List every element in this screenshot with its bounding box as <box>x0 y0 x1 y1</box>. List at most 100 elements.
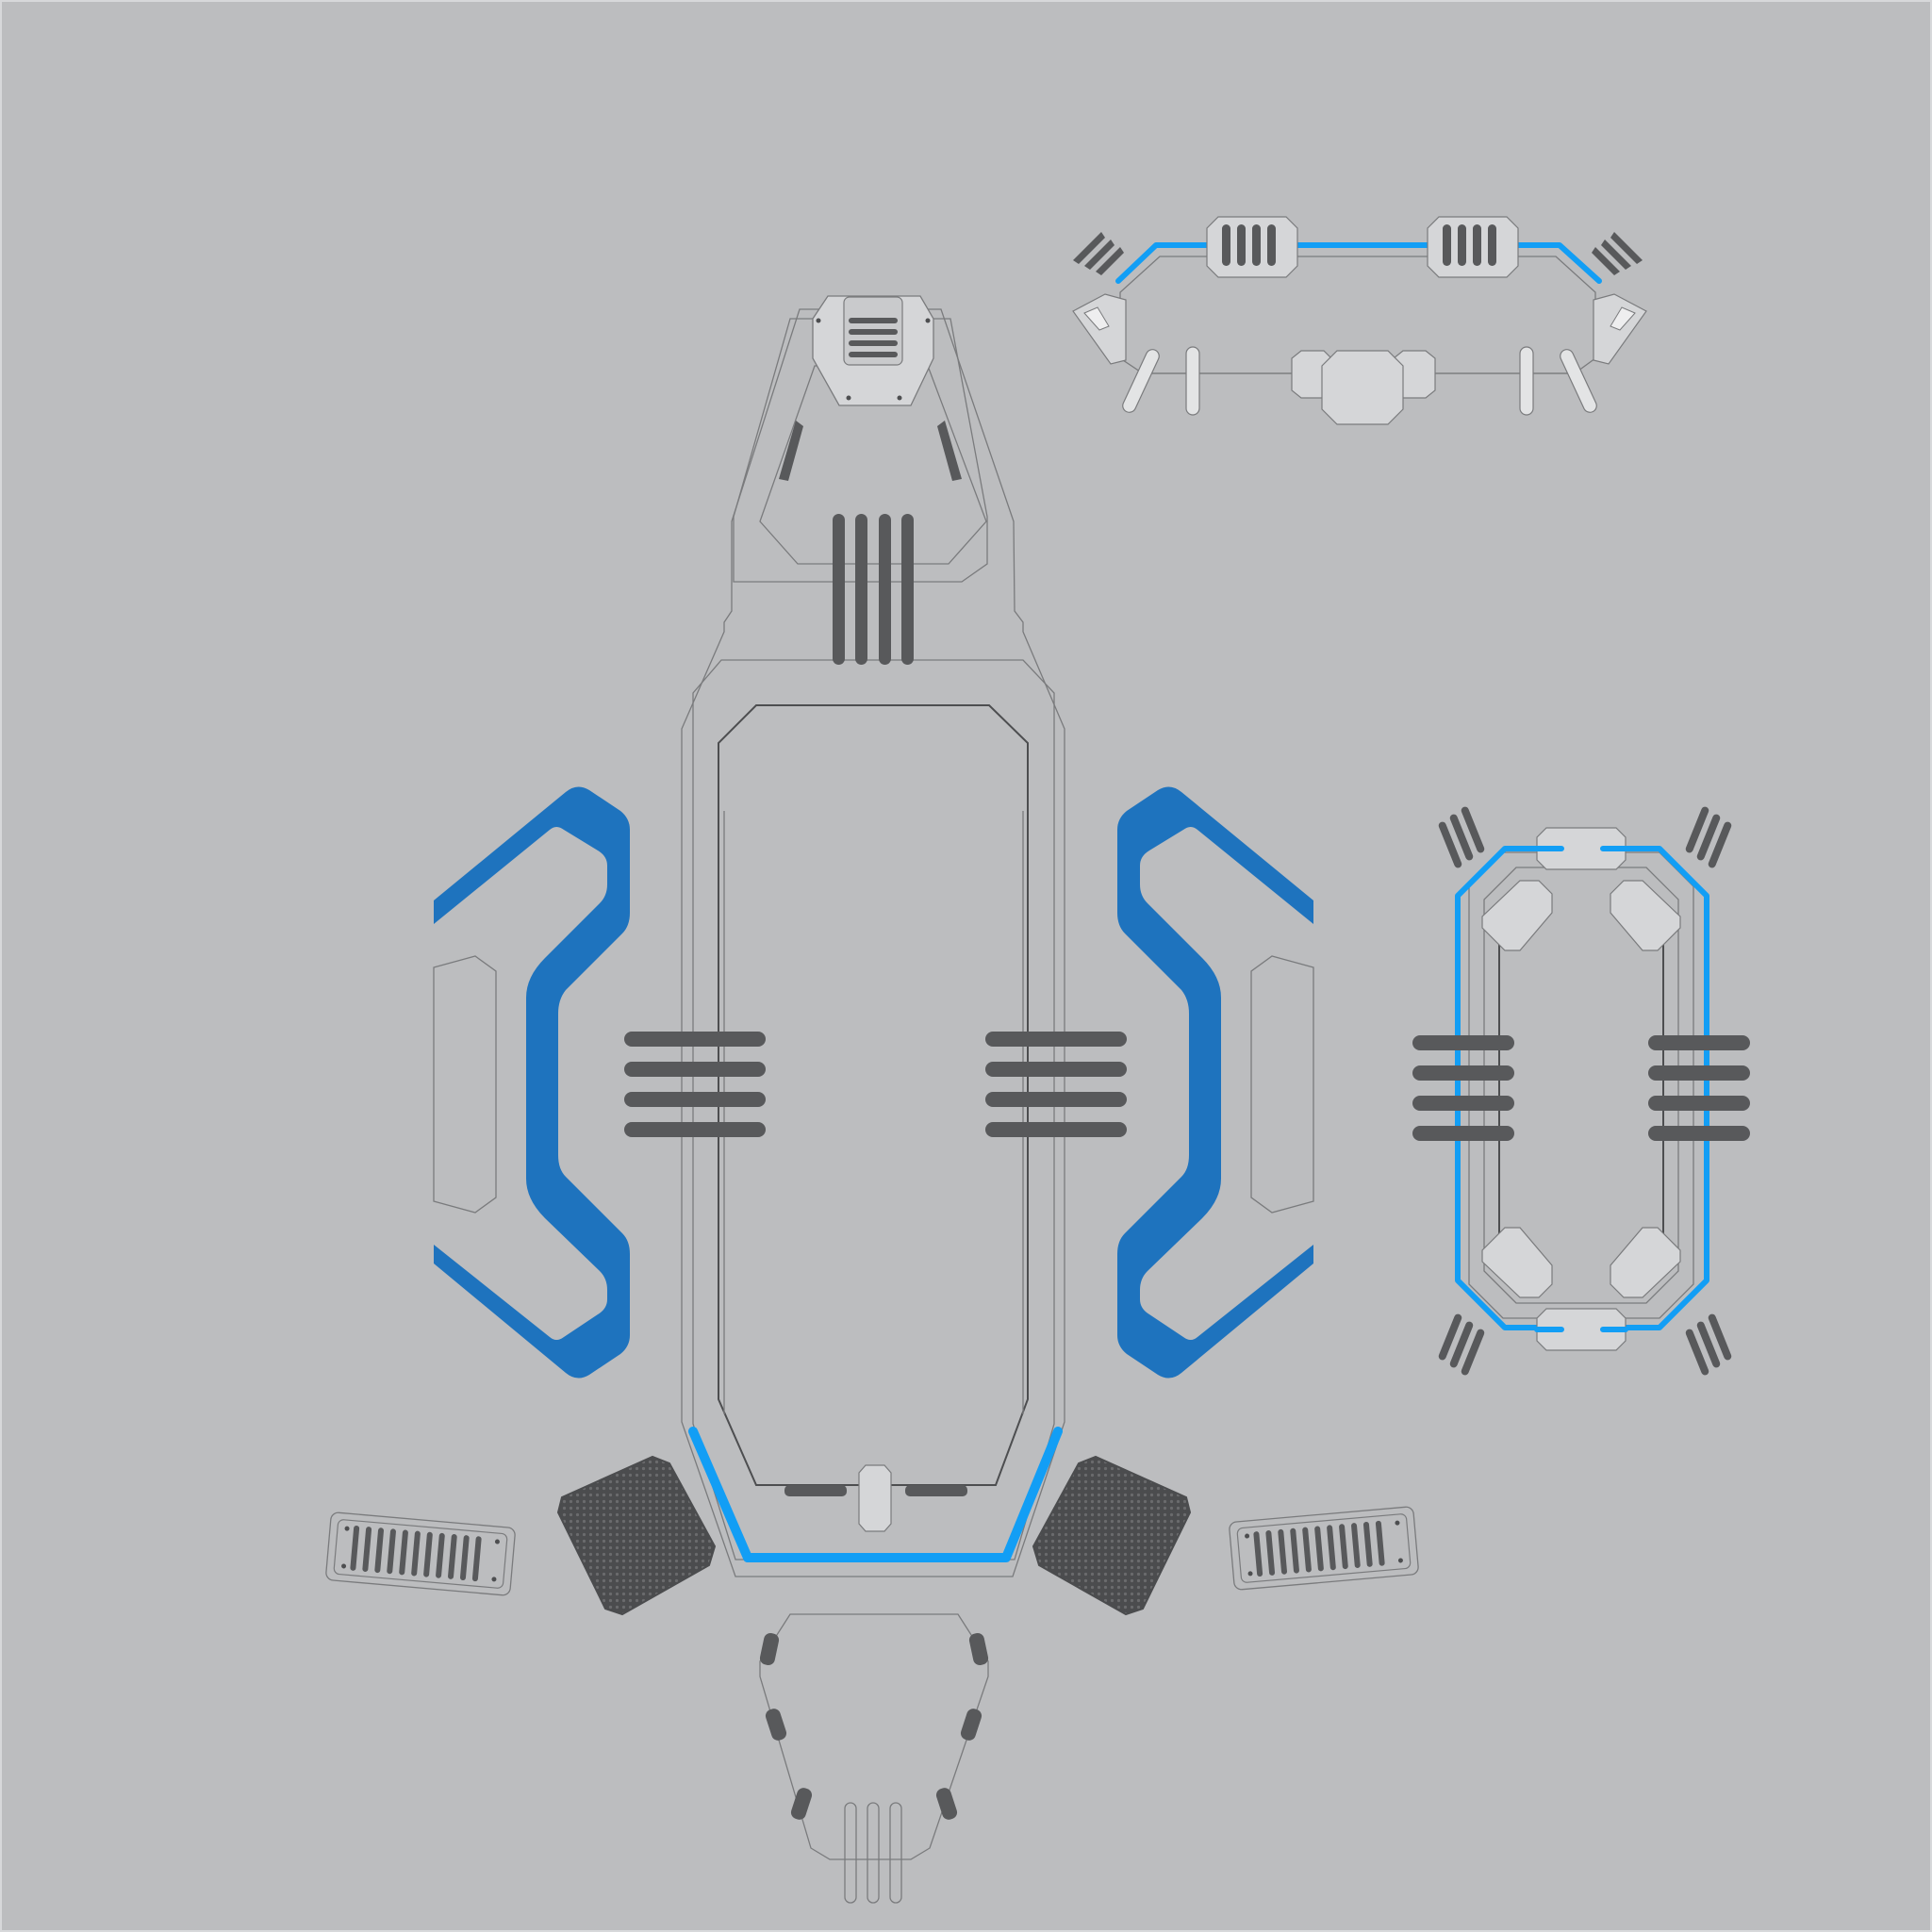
hatch-slot <box>849 352 898 357</box>
vent-slat <box>1302 1527 1312 1573</box>
claw-prong <box>1592 247 1620 275</box>
mesh-pad-right <box>1032 1455 1192 1616</box>
hull-slot <box>985 1032 1127 1047</box>
ring-slot <box>1648 1035 1750 1050</box>
side-wing-left <box>433 786 630 1379</box>
tail-bumper <box>968 1633 989 1665</box>
hatch-slot <box>849 340 898 346</box>
claw-prong <box>1601 239 1631 270</box>
tail-cage <box>759 1613 989 1904</box>
nose-vertical-slots <box>833 514 914 665</box>
hull-slots-right <box>985 1032 1127 1137</box>
claw-prong <box>1096 247 1124 275</box>
ring-corner-block <box>1481 1227 1553 1298</box>
ring-slot <box>1412 1096 1514 1111</box>
box-slot <box>1473 224 1481 266</box>
vent-rivet <box>1247 1571 1253 1577</box>
ring-slot <box>1412 1126 1514 1141</box>
vent-slat <box>399 1529 408 1576</box>
hull-blue-trim <box>688 1427 1063 1562</box>
vent-plate-outer <box>325 1511 516 1596</box>
hatch-rivet <box>816 318 821 323</box>
vent-slat <box>459 1535 470 1581</box>
vent-rivet <box>341 1563 347 1569</box>
hatch-rivet <box>925 318 931 323</box>
ring-corner-block <box>1610 880 1681 951</box>
tail-fin <box>867 1802 880 1904</box>
hull-outer-outline <box>681 308 1065 1577</box>
claw-prong <box>1449 814 1474 861</box>
nose-slot <box>879 514 891 665</box>
nose-hatch-slots <box>849 318 898 357</box>
top-bar-pegs <box>1122 346 1597 416</box>
ring-slot <box>1412 1035 1514 1050</box>
ring-cap-top <box>1536 827 1627 870</box>
top-bar-claw-left <box>1073 232 1124 275</box>
vent-slat <box>1339 1524 1348 1570</box>
hull-slot <box>624 1092 766 1107</box>
hatch-slot <box>849 318 898 323</box>
ring-module <box>1412 806 1750 1376</box>
box-slot <box>1252 224 1261 266</box>
vent-rivet <box>491 1577 497 1582</box>
tail-bumper <box>935 1788 958 1820</box>
vent-slat <box>471 1536 482 1582</box>
claw-prong <box>1461 1329 1485 1376</box>
hatch-rivet <box>846 395 851 401</box>
vent-slat <box>448 1534 457 1579</box>
hatch-rivet <box>897 395 902 401</box>
tail-bumper <box>759 1633 780 1665</box>
nose-slot <box>833 514 845 665</box>
ring-slot <box>1412 1065 1514 1081</box>
vent-slat <box>387 1528 396 1575</box>
nose-slot <box>901 514 914 665</box>
box-slot <box>1488 224 1496 266</box>
vent-rivet <box>1245 1533 1250 1539</box>
ring-slot <box>1648 1096 1750 1111</box>
ring-slots-right <box>1648 1035 1750 1141</box>
claw-prong <box>1685 1329 1709 1376</box>
tail-fins <box>844 1802 902 1904</box>
vent-plate-left <box>325 1511 516 1596</box>
ring-claw-bottom-left <box>1438 1313 1485 1376</box>
hull-slot <box>624 1032 766 1047</box>
claw-prong <box>1438 1313 1462 1361</box>
ring-corner-block <box>1481 880 1553 951</box>
claw-prong <box>1696 1321 1721 1368</box>
wing-blue-shape-left <box>434 786 630 1379</box>
hull-bottom-latch-left <box>784 1485 847 1496</box>
mesh-pad-left <box>556 1455 717 1616</box>
vent-slat <box>1327 1525 1336 1571</box>
top-bar-claw-right <box>1592 232 1643 275</box>
tail-fin <box>844 1802 857 1904</box>
box-slot <box>1222 224 1230 266</box>
top-bar-box-left-slots <box>1222 224 1276 266</box>
claw-prong <box>1438 821 1462 868</box>
claw-prong <box>1461 806 1485 853</box>
vent-slat <box>1314 1526 1324 1572</box>
hull-slot <box>985 1062 1127 1077</box>
claw-prong <box>1708 1313 1732 1361</box>
ring-corner-block <box>1610 1227 1681 1298</box>
vent-slat <box>1265 1530 1276 1576</box>
vent-slats <box>350 1525 482 1582</box>
top-bar-peg <box>1122 349 1160 413</box>
vent-plate-right <box>1229 1506 1419 1591</box>
tail-fin <box>889 1802 902 1904</box>
ring-claw-bottom-right <box>1685 1313 1732 1376</box>
claw-prong <box>1610 232 1643 264</box>
hull-slot <box>985 1122 1127 1137</box>
vent-slats <box>1253 1520 1385 1577</box>
top-bar-peg <box>1519 346 1534 416</box>
nose-hatch <box>812 295 934 406</box>
wing-panel-right <box>1250 955 1314 1214</box>
tail-bumper <box>765 1709 787 1741</box>
claw-prong <box>1084 239 1115 270</box>
ring-slot <box>1648 1065 1750 1081</box>
vent-slat <box>1290 1527 1299 1574</box>
box-slot <box>1237 224 1246 266</box>
top-bar-bracket-left-tab <box>1083 306 1110 331</box>
cockpit-accent-left <box>779 421 803 481</box>
claw-prong <box>1708 821 1732 868</box>
